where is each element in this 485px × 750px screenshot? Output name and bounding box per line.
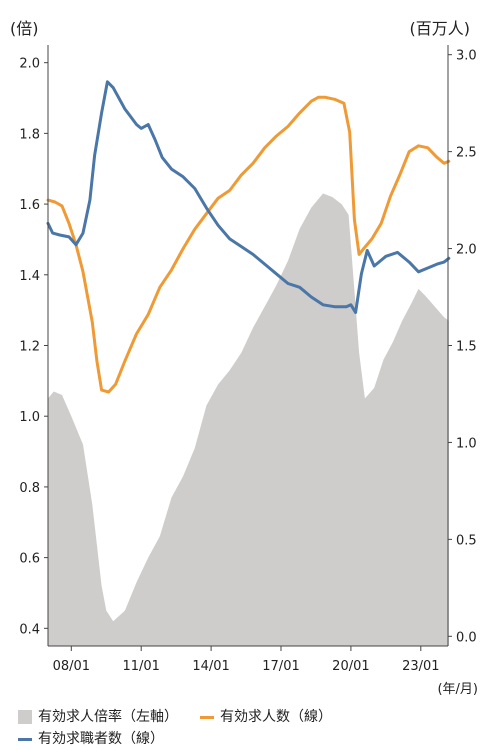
- label-layer: (倍) (百万人) (年/月): [10, 19, 478, 697]
- left-tick-label: 0.4: [19, 622, 40, 637]
- legend-label-openings: 有効求人数（線）: [220, 709, 332, 725]
- x-tick-label: 08/01: [53, 659, 90, 674]
- left-tick-label: 1.4: [19, 269, 40, 284]
- left-tick-label: 0.6: [19, 552, 40, 567]
- left-tick-label: 0.8: [19, 481, 40, 496]
- legend-openings-swatch: [200, 715, 214, 719]
- right-tick-label: 0.5: [456, 533, 477, 548]
- legend: 有効求人倍率（左軸） 有効求人数（線） 有効求職者数（線）: [18, 706, 354, 750]
- right-tick-label: 3.0: [456, 49, 477, 64]
- series-area-ratio: [48, 193, 449, 646]
- left-tick-label: 1.8: [19, 127, 40, 142]
- legend-item-seekers: 有効求職者数（線）: [18, 728, 164, 750]
- area-layer: [48, 193, 449, 646]
- left-tick-label: 2.0: [19, 57, 40, 72]
- left-tick-label: 1.2: [19, 340, 40, 355]
- line-layer: [46, 80, 451, 394]
- x-tick-label: 11/01: [122, 659, 159, 674]
- right-tick-label: 2.5: [456, 146, 477, 161]
- legend-label-seekers: 有効求職者数（線）: [38, 731, 164, 747]
- x-tick-label: 14/01: [192, 659, 229, 674]
- right-tick-label: 0.0: [456, 630, 477, 645]
- legend-seekers-swatch: [18, 737, 32, 741]
- right-tick-label: 1.0: [456, 436, 477, 451]
- right-tick-label: 1.5: [456, 340, 477, 355]
- x-tick-label: 17/01: [262, 659, 299, 674]
- legend-item-ratio: 有効求人倍率（左軸）: [18, 706, 178, 728]
- x-tick-label: 20/01: [332, 659, 369, 674]
- left-tick-label: 1.6: [19, 198, 40, 213]
- x-axis-unit: (年/月): [437, 682, 478, 697]
- legend-label-ratio: 有効求人倍率（左軸）: [38, 709, 178, 725]
- legend-area-swatch: [18, 710, 32, 724]
- right-axis-unit: (百万人): [410, 19, 471, 38]
- chart: 0.4 0.6 0.8 1.0 1.2 1.4 1.6 1.8 2.0 0.0 0.5 1.0 1.5 2…: [10, 19, 478, 697]
- axis-layer: 0.4 0.6 0.8 1.0 1.2 1.4 1.6 1.8 2.0 0.0 0.5 1.0 1.5 2…: [19, 45, 477, 674]
- series-line-openings: [46, 95, 451, 394]
- left-axis-unit: (倍): [10, 19, 39, 38]
- legend-item-openings: 有効求人数（線）: [200, 706, 332, 728]
- left-tick-label: 1.0: [19, 410, 40, 425]
- x-tick-label: 23/01: [402, 659, 439, 674]
- series-line-seekers: [46, 80, 451, 314]
- right-tick-label: 2.0: [456, 243, 477, 258]
